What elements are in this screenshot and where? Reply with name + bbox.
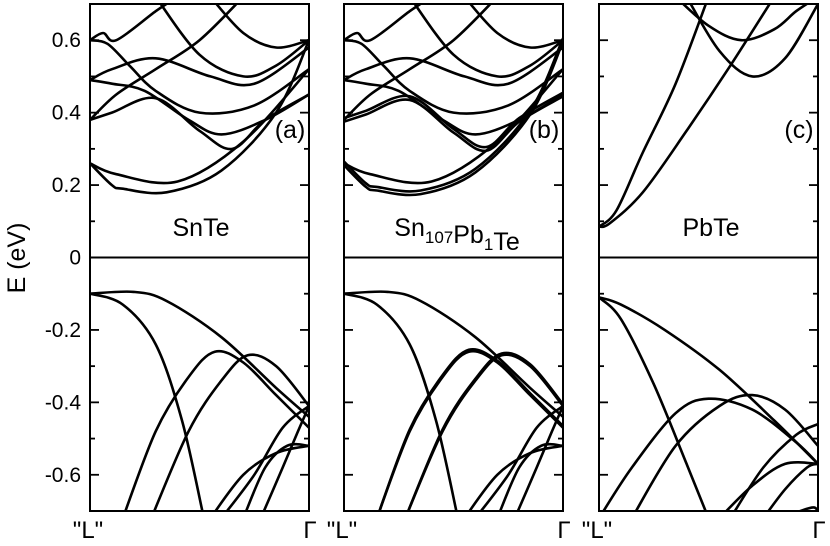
conduction-band-line	[90, 38, 309, 115]
conduction-band-line	[344, 78, 563, 136]
band-lines	[599, 4, 818, 511]
band-lines	[90, 4, 309, 511]
panel-frame	[343, 3, 564, 512]
conduction-band-line	[344, 46, 563, 87]
valence-band-line	[152, 353, 309, 511]
conduction-band-line	[599, 4, 708, 228]
valence-band-line	[344, 292, 458, 511]
valence-band-line	[124, 349, 309, 511]
valence-band-line	[467, 444, 563, 511]
panel-c: "L" Γ (c) PbTe	[582, 3, 826, 544]
valence-band-line	[90, 292, 204, 511]
valence-band-line	[213, 444, 309, 511]
panel-letter-label: (c)	[784, 116, 813, 144]
x-tick-label-gamma: Γ	[812, 517, 825, 544]
valence-band-line	[406, 353, 563, 511]
valence-band-line	[516, 404, 563, 511]
y-tick-label: -0.6	[45, 464, 81, 487]
y-tick-label: -0.4	[45, 391, 82, 414]
valence-band-line	[225, 404, 309, 511]
conduction-band-line	[344, 95, 563, 153]
conduction-band-line	[344, 38, 563, 115]
conduction-band-line	[159, 4, 309, 78]
conduction-band-line	[681, 4, 810, 42]
y-tick-label: 0.2	[52, 174, 81, 197]
x-tick-label-L: "L"	[327, 517, 357, 544]
material-label: SnTe	[173, 214, 230, 242]
valence-band-line	[634, 393, 818, 511]
y-tick-label: 0.6	[52, 29, 81, 52]
conduction-band-line	[90, 67, 309, 185]
conduction-band-line	[90, 4, 239, 122]
material-label: PbTe	[683, 214, 740, 242]
valence-band-line	[90, 290, 309, 419]
conduction-band-line	[90, 78, 309, 136]
conduction-band-line	[468, 4, 563, 49]
valence-band-line	[378, 347, 563, 511]
conduction-band-line	[90, 4, 169, 43]
valence-band-line	[797, 506, 818, 511]
valence-band-line	[244, 442, 309, 511]
valence-band-line	[479, 404, 563, 511]
panel-frame	[89, 3, 310, 512]
conduction-band-line	[413, 4, 563, 78]
panel-b: "L" Γ (b) Sn107Pb1Te	[327, 3, 571, 544]
valence-band-line	[599, 296, 818, 466]
y-tick-label: 0	[69, 247, 81, 270]
conduction-band-line	[344, 91, 563, 149]
conduction-band-line	[599, 4, 772, 229]
conduction-band-line	[90, 46, 309, 87]
y-tick-label: -0.2	[45, 319, 81, 342]
valence-band-line	[262, 404, 309, 511]
valence-band-line	[406, 351, 563, 511]
panel-a: -0.6 -0.4 -0.2 0 0.2 0.4 0.6 "L" Γ (a) SnTe	[45, 3, 317, 544]
panel-letter-label: (a)	[275, 116, 306, 144]
x-tick-label-L: "L"	[73, 517, 103, 544]
valence-band-line	[602, 397, 818, 511]
x-tick-label-L: "L"	[582, 517, 612, 544]
conduction-band-line	[344, 4, 493, 122]
valence-band-line	[498, 442, 563, 511]
conduction-band-line	[689, 4, 818, 78]
x-tick-label-gamma: Γ	[303, 517, 316, 544]
valence-band-line	[724, 461, 818, 511]
x-tick-label-gamma: Γ	[557, 517, 570, 544]
conduction-band-line	[214, 4, 309, 49]
conduction-band-line	[344, 4, 423, 43]
valence-band-line	[378, 349, 563, 511]
panel-letter-label: (b)	[529, 116, 560, 144]
y-tick-label: 0.4	[52, 102, 82, 125]
valence-band-line	[766, 462, 818, 511]
y-axis-label: E (eV)	[3, 223, 31, 294]
valence-band-line	[599, 296, 708, 511]
material-label: Sn107Pb1Te	[394, 214, 519, 256]
valence-band-line	[733, 422, 818, 511]
valence-band-line	[344, 290, 563, 419]
band-lines	[344, 4, 563, 511]
panel-frame	[598, 3, 819, 512]
